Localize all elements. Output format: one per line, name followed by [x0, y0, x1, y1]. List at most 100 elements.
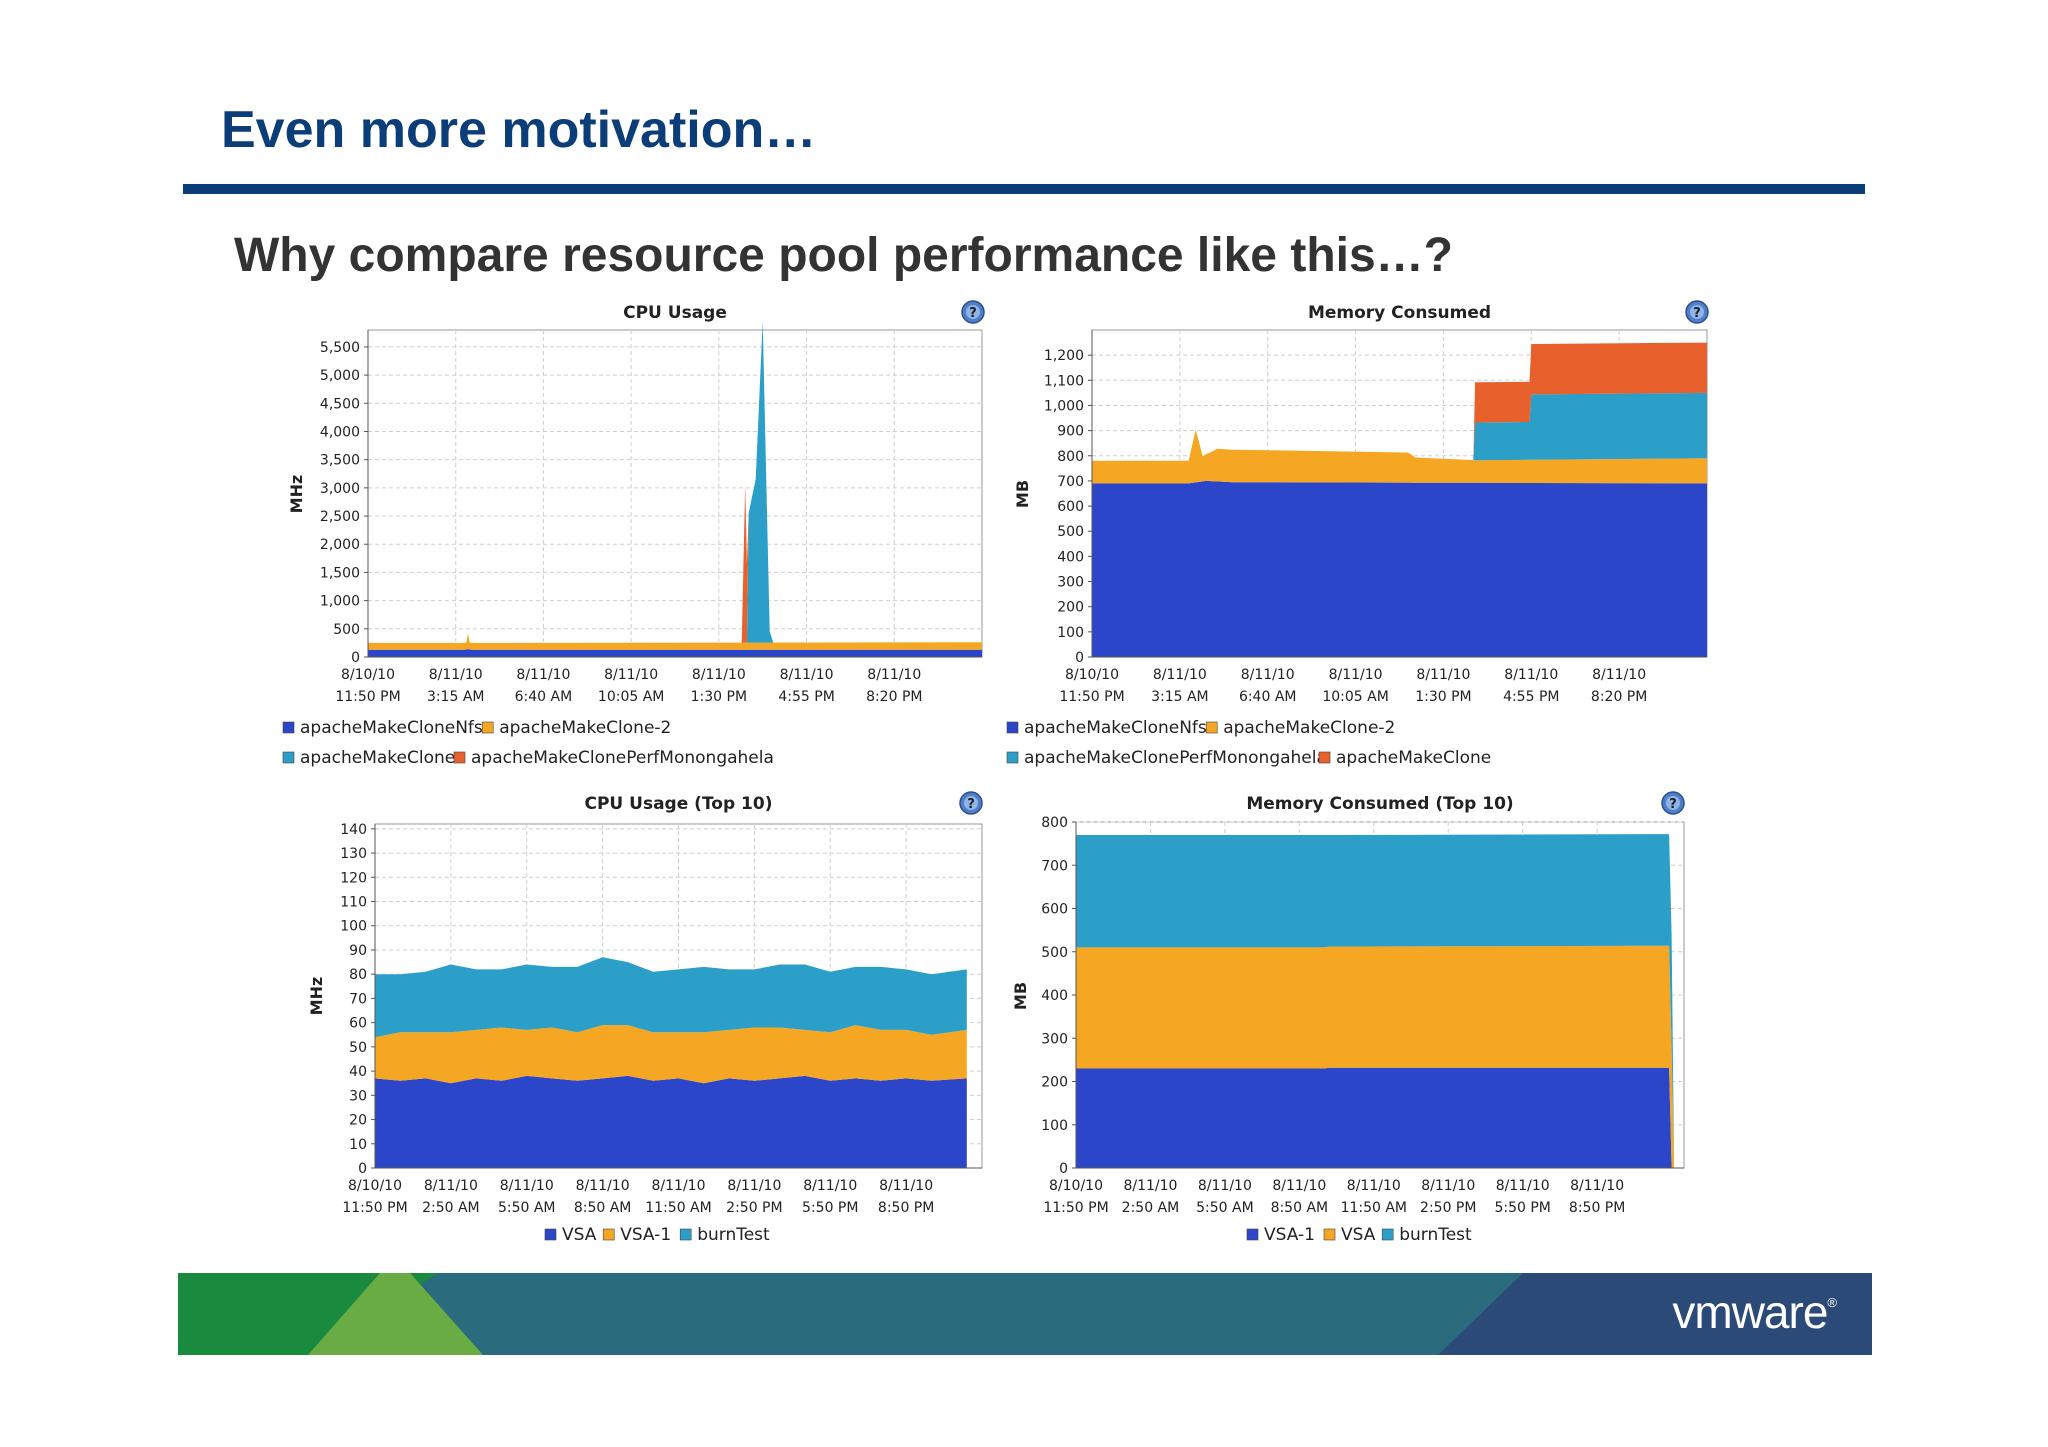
legend-swatch: [1246, 1228, 1259, 1241]
x-tick-label: 8:50 PM: [1569, 1200, 1625, 1216]
y-tick-label: 800: [1057, 449, 1084, 465]
x-tick-label: 2:50 PM: [1420, 1200, 1476, 1216]
y-tick-label: 4,000: [320, 424, 360, 440]
x-tick-label: 2:50 PM: [726, 1200, 782, 1216]
logo-registered: ®: [1827, 1295, 1837, 1310]
y-tick-label: 600: [1057, 499, 1084, 515]
x-tick-label: 8/11/10: [604, 667, 658, 683]
x-tick-label: 8/11/10: [500, 1178, 554, 1194]
legend-swatch: [1318, 751, 1331, 764]
x-tick-label: 8/11/10: [1123, 1178, 1177, 1194]
chart-2: 0 100 200 300 400 500 600 700 800 900 1,000 1,100 1,…: [1006, 300, 1709, 768]
x-tick-label: 8/10/10: [341, 667, 395, 683]
y-tick-label: 800: [1041, 815, 1068, 831]
y-tick-label: 500: [1057, 524, 1084, 540]
legend-swatch: [679, 1228, 692, 1241]
x-tick-label: 8/11/10: [516, 667, 570, 683]
y-tick-label: 200: [1057, 600, 1084, 616]
series-area-VSA-1: [1076, 1067, 1675, 1168]
y-tick-label: 500: [333, 622, 360, 638]
y-tick-label: 90: [349, 943, 367, 959]
x-tick-label: 8/11/10: [652, 1178, 706, 1194]
legend-label: apacheMakeClone: [300, 748, 455, 768]
legend-label: VSA-1: [620, 1225, 671, 1245]
y-tick-label: 2,500: [320, 509, 360, 525]
x-tick-label: 8/11/10: [1504, 667, 1558, 683]
help-glyph: ?: [969, 306, 977, 321]
series-area-apacheMakeCloneNfs: [368, 649, 982, 657]
legend-swatch: [1205, 721, 1218, 734]
series-area-apacheMakeClone-2: [1092, 429, 1707, 484]
x-tick-label: 8:20 PM: [866, 689, 922, 705]
y-axis-label: MHz: [287, 475, 306, 514]
x-tick-label: 8/11/10: [1272, 1178, 1326, 1194]
title-divider: [183, 184, 1865, 194]
y-tick-label: 700: [1041, 858, 1068, 874]
legend-swatch: [544, 1228, 557, 1241]
x-tick-label: 5:50 AM: [498, 1200, 556, 1216]
x-tick-label: 2:50 AM: [422, 1200, 480, 1216]
y-axis-label: MB: [1011, 982, 1030, 1010]
x-tick-label: 11:50 AM: [1341, 1200, 1407, 1216]
y-tick-label: 5,000: [320, 368, 360, 384]
chart-title: CPU Usage: [623, 303, 727, 323]
question-icon[interactable]: ?: [961, 300, 985, 324]
y-tick-label: 0: [358, 1161, 367, 1177]
legend-swatch: [282, 751, 295, 764]
x-tick-label: 3:15 AM: [427, 689, 485, 705]
legend-swatch: [602, 1228, 615, 1241]
x-tick-label: 8/11/10: [1496, 1178, 1550, 1194]
plot-area: [367, 329, 983, 658]
y-tick-label: 1,200: [1044, 348, 1084, 364]
series-area-burnTest: [1076, 834, 1675, 1168]
y-tick-label: 900: [1057, 424, 1084, 440]
y-tick-label: 300: [1057, 575, 1084, 591]
y-tick-label: 400: [1057, 549, 1084, 565]
x-tick-label: 11:50 AM: [645, 1200, 711, 1216]
x-tick-label: 5:50 AM: [1196, 1200, 1254, 1216]
chart-title: Memory Consumed: [1308, 303, 1491, 323]
y-tick-label: 2,000: [320, 537, 360, 553]
question-icon[interactable]: ?: [1661, 791, 1685, 815]
y-axis-label: MHz: [307, 977, 326, 1016]
help-glyph: ?: [1693, 306, 1701, 321]
y-tick-label: 1,500: [320, 565, 360, 581]
y-tick-label: 60: [349, 1016, 367, 1032]
series-area-burnTest: [375, 957, 967, 1038]
y-tick-label: 200: [1041, 1075, 1068, 1091]
x-tick-label: 6:40 AM: [515, 689, 573, 705]
x-tick-label: 8:50 AM: [1271, 1200, 1329, 1216]
y-tick-label: 100: [1041, 1118, 1068, 1134]
legend-label: apacheMakeClone-2: [1223, 718, 1395, 738]
y-tick-label: 1,000: [1044, 398, 1084, 414]
x-tick-label: 8/11/10: [1570, 1178, 1624, 1194]
x-tick-label: 8/10/10: [1049, 1178, 1103, 1194]
help-glyph: ?: [1669, 797, 1677, 812]
y-tick-label: 120: [340, 870, 367, 886]
y-tick-label: 40: [349, 1064, 367, 1080]
help-inner: [964, 796, 978, 810]
footer-banner: vmware®: [178, 1273, 1872, 1355]
question-icon[interactable]: ?: [959, 791, 983, 815]
question-icon[interactable]: ?: [1685, 300, 1709, 324]
x-tick-label: 1:30 PM: [691, 689, 747, 705]
x-tick-label: 8/11/10: [879, 1178, 933, 1194]
legend-swatch: [1381, 1228, 1394, 1241]
x-tick-label: 8/11/10: [1416, 667, 1470, 683]
x-tick-label: 8/11/10: [576, 1178, 630, 1194]
legend-swatch: [1323, 1228, 1336, 1241]
y-tick-label: 300: [1041, 1031, 1068, 1047]
legend-label: burnTest: [1399, 1225, 1472, 1245]
x-tick-label: 8/11/10: [1421, 1178, 1475, 1194]
y-tick-label: 80: [349, 967, 367, 983]
y-tick-label: 100: [340, 919, 367, 935]
x-tick-label: 8:50 AM: [574, 1200, 632, 1216]
x-tick-label: 11:50 PM: [342, 1200, 407, 1216]
x-tick-label: 8/10/10: [1065, 667, 1119, 683]
x-tick-label: 8:20 PM: [1591, 689, 1647, 705]
chart-1: 0 500 1,000 1,500 2,000 2,500 3,000 3,500 4,000 4…: [282, 300, 985, 768]
legend-label: apacheMakeClone: [1336, 748, 1491, 768]
x-tick-label: 8/11/10: [1329, 667, 1383, 683]
x-tick-label: 8/11/10: [1347, 1178, 1401, 1194]
y-tick-label: 400: [1041, 988, 1068, 1004]
